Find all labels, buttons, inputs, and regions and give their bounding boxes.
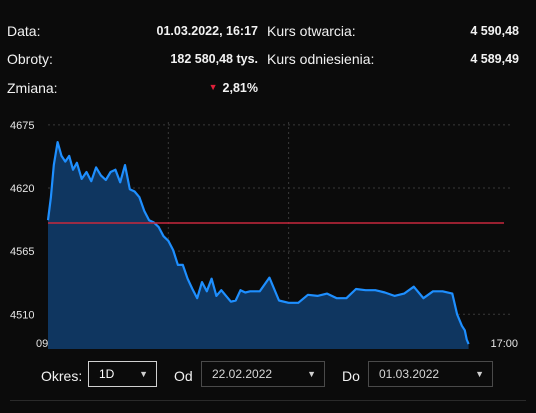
- period-label: Okres:: [41, 368, 83, 384]
- chart-controls: Okres: 1D ▼ Od 22.02.2022 ▼ Do 01.03.202…: [0, 361, 536, 391]
- reference-price-value: 4 589,49: [470, 52, 519, 66]
- chevron-down-icon: ▼: [475, 369, 484, 379]
- to-label: Do: [342, 368, 360, 384]
- y-tick-label: 4510: [10, 309, 34, 321]
- date-value: 01.03.2022, 16:17: [156, 24, 258, 38]
- to-date-value: 01.03.2022: [379, 367, 440, 381]
- chevron-down-icon: ▼: [139, 369, 148, 379]
- info-row-turnover: Obroty: 182 580,48 tys. Kurs odniesienia…: [0, 51, 536, 71]
- y-tick-label: 4675: [10, 120, 34, 132]
- chevron-down-icon: ▼: [307, 369, 316, 379]
- period-select-value: 1D: [99, 367, 115, 381]
- open-price-value: 4 590,48: [470, 24, 519, 38]
- info-row-change: Zmiana: ▼ 2,81%: [0, 80, 536, 100]
- y-tick-label: 4565: [10, 246, 34, 258]
- from-date-value: 22.02.2022: [212, 367, 273, 381]
- open-price-label: Kurs otwarcia:: [267, 23, 356, 39]
- change-value: 2,81%: [222, 81, 258, 95]
- from-label: Od: [174, 368, 193, 384]
- change-value-wrap: ▼ 2,81%: [209, 81, 258, 95]
- change-label: Zmiana:: [7, 80, 58, 96]
- price-area: [48, 142, 469, 349]
- date-label: Data:: [7, 23, 41, 39]
- period-select[interactable]: 1D ▼: [88, 361, 157, 387]
- turnover-label: Obroty:: [7, 51, 53, 67]
- y-tick-label: 4620: [10, 183, 34, 195]
- bottom-divider: [10, 400, 526, 401]
- reference-price-label: Kurs odniesienia:: [267, 51, 375, 67]
- turnover-value: 182 580,48 tys.: [170, 52, 258, 66]
- from-date-select[interactable]: 22.02.2022 ▼: [201, 361, 325, 387]
- triangle-down-icon: ▼: [208, 82, 218, 92]
- price-line: [46, 141, 470, 345]
- x-tick-label: 17:00: [490, 338, 518, 350]
- to-date-select[interactable]: 01.03.2022 ▼: [368, 361, 493, 387]
- info-row-date: Data: 01.03.2022, 16:17 Kurs otwarcia: 4…: [0, 23, 536, 43]
